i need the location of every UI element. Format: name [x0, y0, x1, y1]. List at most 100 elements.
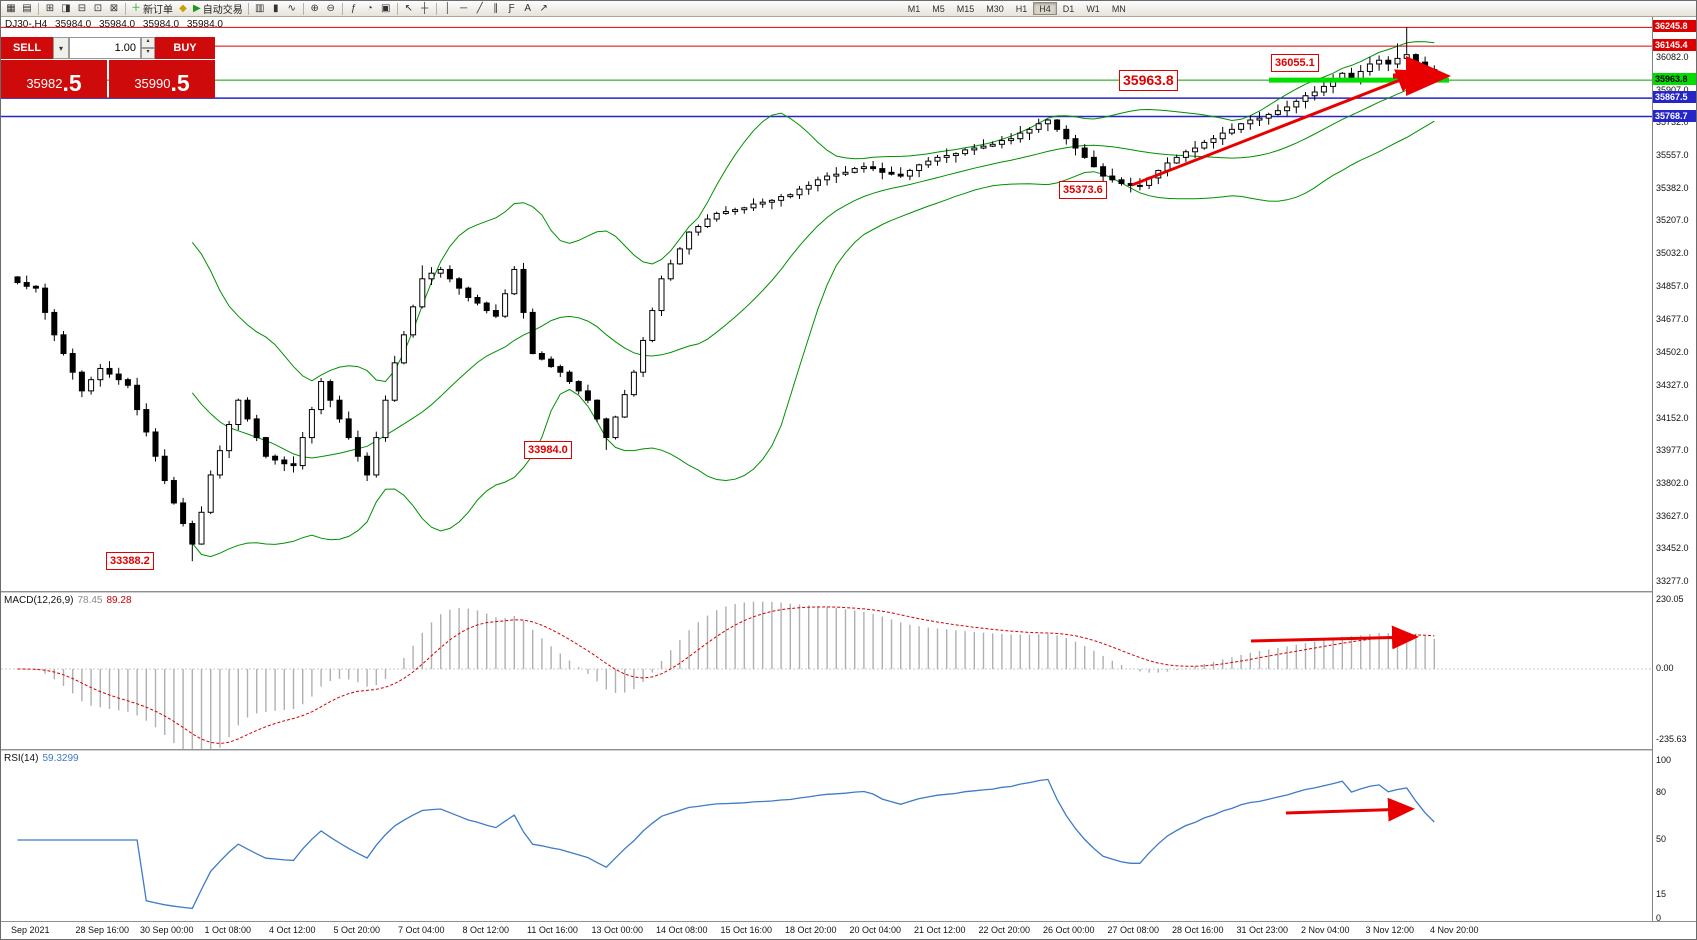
bar-chart-icon[interactable]: ▥	[252, 2, 268, 16]
time-tick: 31 Oct 23:00	[1236, 925, 1289, 935]
timeframe-m15[interactable]: M15	[956, 3, 975, 14]
fibonacci-icon[interactable]: Ƒ	[504, 2, 520, 16]
crosshair-icon: ┼	[421, 2, 429, 14]
price-annotation[interactable]: 33388.2	[106, 552, 154, 571]
crosshair-icon[interactable]: ┼	[417, 2, 433, 16]
candle	[1008, 138, 1015, 142]
candle	[722, 211, 729, 214]
macd-indicator-panel[interactable]	[1, 593, 1652, 749]
sell-price-button[interactable]: 35982 .5	[1, 60, 107, 98]
toolbar-separator	[341, 2, 343, 15]
trendline-icon[interactable]: ╱	[472, 2, 488, 16]
candle	[805, 184, 812, 190]
vertical-line-icon[interactable]: │	[440, 2, 456, 16]
time-tick: 22 Oct 20:00	[978, 925, 1031, 935]
candle	[998, 140, 1005, 145]
volume-input[interactable]	[69, 37, 141, 59]
time-tick: 4 Oct 12:00	[269, 925, 316, 935]
candle	[1265, 113, 1272, 119]
trade-panel-price-row: 35982 .5 35990 .5	[1, 60, 215, 98]
text-icon[interactable]: A	[520, 2, 536, 16]
stepper-up-icon[interactable]: ▴	[141, 37, 155, 48]
candle	[548, 358, 555, 368]
price-annotation[interactable]: 35373.6	[1059, 181, 1107, 200]
profiles-icon[interactable]: ▤	[19, 2, 35, 16]
line-chart-icon[interactable]: ∿	[284, 2, 300, 16]
candle	[1366, 63, 1373, 72]
candle	[870, 166, 877, 170]
time-axis[interactable]: Sep 2021 28 Sep 16:00 30 Sep 00:00 1 Oct 08…	[1, 922, 1696, 939]
timeframe-m5[interactable]: M5	[932, 3, 945, 14]
timeframe-m1[interactable]: M1	[907, 3, 921, 14]
navigator-icon[interactable]: ⊟	[74, 2, 90, 16]
candle	[336, 399, 343, 420]
candle	[502, 293, 509, 317]
order-type-dropdown[interactable]: ▾	[53, 37, 69, 59]
time-tick: 30 Sep 00:00	[140, 925, 194, 935]
volume-stepper: ▴ ▾	[141, 37, 155, 59]
new-chart-icon[interactable]: ▦	[3, 2, 19, 16]
time-tick: 8 Oct 12:00	[462, 925, 510, 935]
timeframe-mn[interactable]: MN	[1111, 3, 1126, 14]
candle	[529, 311, 536, 355]
indicators-icon[interactable]: ƒ	[346, 2, 362, 16]
zoom-out-icon[interactable]: ⊖	[323, 2, 339, 16]
buy-button[interactable]: BUY	[155, 37, 215, 59]
price-tick: 33802.0	[1656, 477, 1689, 488]
fibonacci-icon: Ƒ	[508, 2, 515, 14]
zoom-out-icon: ⊖	[326, 2, 335, 14]
periods-icon[interactable]: ◔	[362, 2, 378, 16]
price-tick: 33627.0	[1656, 510, 1689, 521]
candle	[658, 278, 665, 312]
panel-separator[interactable]	[1, 749, 1696, 751]
timeframe-w1[interactable]: W1	[1086, 3, 1100, 14]
new-order-button[interactable]: ＋新订单	[129, 2, 175, 16]
candle	[566, 371, 573, 383]
sell-button[interactable]: SELL	[1, 37, 53, 59]
panel-separator	[1, 921, 1696, 922]
candle	[1403, 54, 1410, 59]
buy-price-button[interactable]: 35990 .5	[109, 60, 215, 98]
candle	[456, 278, 463, 289]
terminal-icon[interactable]: ⊡	[90, 2, 106, 16]
autotrading-button[interactable]: ▶ 自动交易	[191, 2, 245, 16]
timeframe-h1[interactable]: H1	[1015, 3, 1028, 14]
trend-arrow[interactable]	[1131, 69, 1424, 187]
buy-price-pips: .5	[170, 70, 190, 96]
horizontal-line-icon[interactable]: ─	[456, 2, 472, 16]
zoom-in-icon[interactable]: ⊕	[307, 2, 323, 16]
market-watch-icon[interactable]: ⊞	[42, 2, 58, 16]
data-window-icon[interactable]: ◨	[58, 2, 74, 16]
panel-separator[interactable]	[1, 591, 1696, 593]
price-annotation[interactable]: 36055.1	[1271, 54, 1319, 73]
time-tick: 18 Oct 20:00	[785, 925, 837, 935]
strategy-tester-icon[interactable]: ⊠	[106, 2, 122, 16]
candle	[161, 455, 168, 482]
candle	[32, 285, 39, 289]
main-price-chart[interactable]	[1, 17, 1652, 591]
timeframe-d1[interactable]: D1	[1062, 3, 1075, 14]
price-annotation[interactable]: 35963.8	[1119, 70, 1178, 92]
indicators-icon: ƒ	[350, 2, 357, 14]
candle	[667, 263, 674, 280]
channel-icon[interactable]: ∥	[488, 2, 504, 16]
candlestick-chart-icon[interactable]: ▮	[268, 2, 284, 16]
rsi-indicator-panel[interactable]	[1, 751, 1652, 921]
macd-trend-arrow[interactable]	[1250, 625, 1419, 650]
timeframe-m30[interactable]: M30	[986, 3, 1004, 14]
price-annotation[interactable]: 33984.0	[524, 440, 572, 459]
candle	[1385, 59, 1392, 65]
arrows-icon[interactable]: ↗	[536, 2, 552, 16]
cursor-icon[interactable]: ↖	[401, 2, 417, 16]
stepper-down-icon[interactable]: ▾	[141, 48, 155, 59]
candle	[833, 173, 840, 177]
timeframe-h4[interactable]: H4	[1033, 2, 1057, 15]
templates-icon[interactable]: ▣	[378, 2, 394, 16]
metaeditor-icon[interactable]: ◆	[175, 2, 191, 16]
candle	[538, 353, 545, 360]
rsi-scale-tick: 0	[1656, 913, 1662, 923]
periods-icon: ◔	[366, 2, 373, 14]
price-tick: 34677.0	[1656, 314, 1689, 325]
rsi-trend-arrow[interactable]	[1285, 797, 1415, 822]
price-scale[interactable]: 36082.0 35907.0 35732.0 35557.0 35382.0 35207…	[1652, 17, 1696, 923]
